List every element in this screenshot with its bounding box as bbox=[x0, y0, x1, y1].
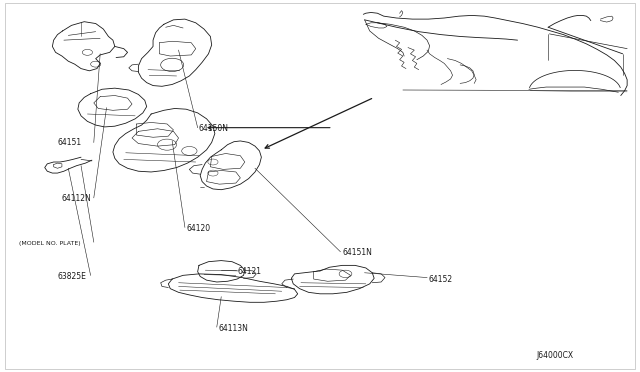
Text: 64113N: 64113N bbox=[218, 324, 248, 333]
Text: 63825E: 63825E bbox=[58, 272, 86, 281]
Text: 64152: 64152 bbox=[428, 275, 452, 283]
Text: 64150N: 64150N bbox=[199, 124, 229, 133]
Text: 64120: 64120 bbox=[186, 224, 211, 233]
Text: 64121: 64121 bbox=[237, 267, 261, 276]
Text: (MODEL NO. PLATE): (MODEL NO. PLATE) bbox=[19, 241, 81, 246]
Text: 64112N: 64112N bbox=[62, 195, 92, 203]
Text: J64000CX: J64000CX bbox=[537, 351, 574, 360]
Text: 64151: 64151 bbox=[58, 138, 81, 147]
Text: 64151N: 64151N bbox=[342, 248, 372, 257]
